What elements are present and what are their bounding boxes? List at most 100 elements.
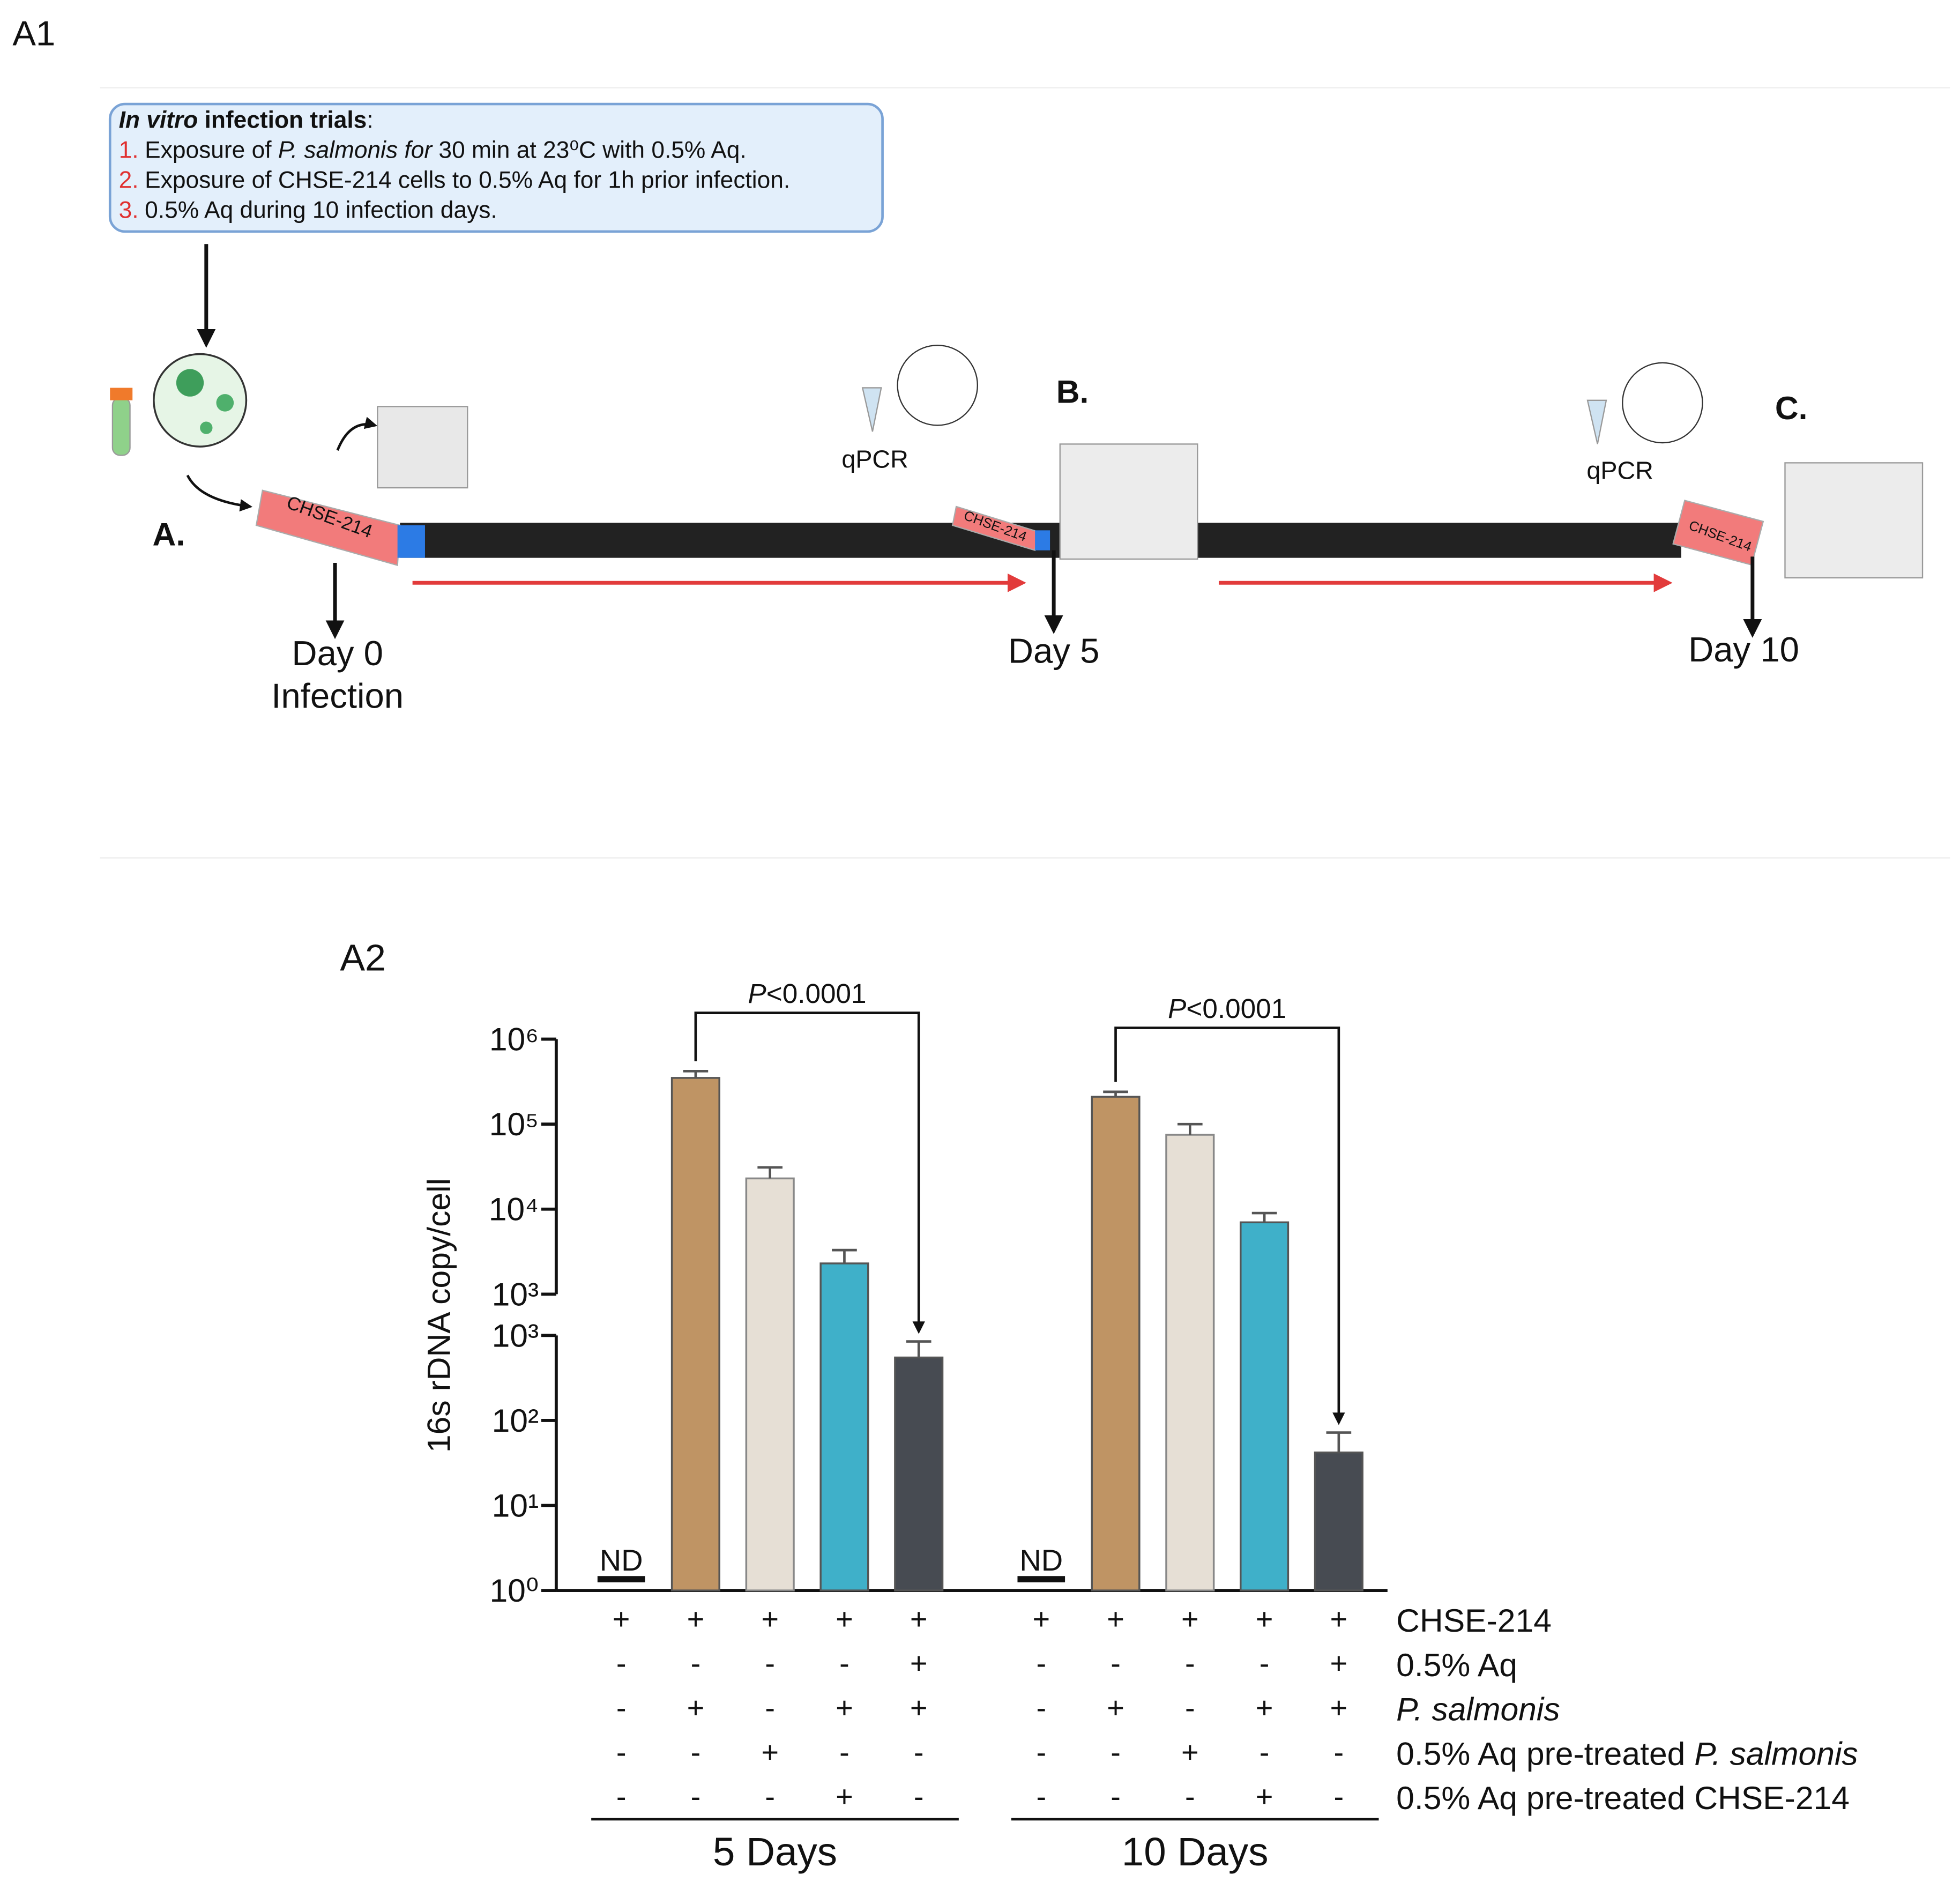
annotation-text: <0.0001 [1186,993,1286,1024]
y-tick-label: 10⁶ [489,1021,539,1058]
treatment-sign: - [1036,1691,1046,1724]
treatment-label-part: 0.5% Aq [1396,1647,1517,1683]
treatment-sign: - [1111,1780,1121,1813]
day-label: Day 10 [1688,630,1799,669]
day-note: Infection [271,676,404,716]
assay-label: qPCR [1586,457,1653,485]
treatment-sign: - [616,1735,627,1769]
box-line: In vitro infection trials: [119,107,374,133]
significance-bracket [1114,1026,1345,1425]
bacteria [176,369,204,397]
treatment-label-part: 0.5% Aq pre-treated CHSE-214 [1396,1780,1850,1816]
treatment-sign: - [765,1691,775,1724]
treatment-sign: - [616,1646,627,1680]
treatment-sign: - [691,1735,701,1769]
stage-label: B. [1056,373,1089,410]
treatment-sign: + [1256,1780,1273,1813]
treatment-sign: - [765,1780,775,1813]
treatment-sign: + [910,1602,928,1635]
treatment-sign: + [1330,1691,1348,1724]
flask: CHSE-214 [255,489,425,567]
treatment-sign: + [687,1602,705,1635]
treatment-sign: - [1185,1691,1195,1724]
treatment-label: 0.5% Aq pre-treated CHSE-214 [1396,1780,1850,1816]
treatment-sign: - [1111,1735,1121,1769]
y-tick-label: 10⁴ [489,1191,539,1228]
treatment-sign: + [1256,1691,1273,1724]
annotation-text: <0.0001 [766,978,867,1009]
treatment-sign: + [613,1602,630,1635]
annotation: P<0.0001 [1168,993,1286,1024]
y-tick-label: 10³ [492,1276,539,1312]
flask [1672,500,1764,566]
treatment-sign: - [1111,1646,1121,1680]
pcr-tube [861,387,882,432]
bar [894,1356,944,1591]
dna-zoom [1622,362,1703,444]
treatment-sign: + [1330,1646,1348,1680]
assay-label: qPCR [841,445,908,473]
treatment-label: 0.5% Aq pre-treated P. salmonis [1396,1735,1858,1772]
value-label: ND [1019,1543,1063,1577]
treatment-sign: - [1260,1646,1270,1680]
info-box [108,102,884,233]
treatment-sign: - [839,1735,849,1769]
bar [670,1077,720,1591]
arrow [336,416,378,451]
box-line: 3. 0.5% Aq during 10 infection days. [119,197,497,223]
treatment-sign: + [1181,1602,1199,1635]
box-line: 2. Exposure of CHSE-214 cells to 0.5% Aq … [119,167,791,193]
y-tick-label: 10⁰ [489,1572,539,1609]
treatment-sign: - [765,1646,775,1680]
bar [1091,1096,1141,1591]
bar [745,1177,795,1591]
treatment-sign: - [1036,1735,1046,1769]
day-label: Day 0 [292,634,383,673]
treatment-label: CHSE-214 [1396,1602,1552,1639]
treatment-sign: - [691,1780,701,1813]
bar [1314,1451,1363,1591]
treatment-sign: + [1107,1602,1124,1635]
box-line: 1. Exposure of P. salmonis for 30 min at … [119,137,747,163]
treatment-sign: + [1032,1602,1050,1635]
treatment-sign: - [1036,1646,1046,1680]
treatment-sign: - [1334,1780,1344,1813]
incubator [1059,443,1198,560]
stage-label: A. [153,516,185,552]
treatment-sign: + [761,1602,779,1635]
y-tick-label: 10² [492,1402,539,1439]
treatment-sign: - [1185,1780,1195,1813]
treatment-label: 0.5% Aq [1396,1647,1517,1683]
treatment-sign: + [836,1780,853,1813]
pcr-tube [1586,399,1607,444]
treatment-sign: + [1256,1602,1273,1635]
treatment-label-part: P. salmonis [1396,1691,1560,1728]
y-tick-label: 10¹ [492,1487,539,1524]
treatment-sign: - [914,1735,924,1769]
significance-bracket [694,1011,925,1334]
treatment-label-part: P. salmonis [1694,1735,1858,1772]
treatment-sign: - [914,1780,924,1813]
treatment-label: P. salmonis [1396,1691,1560,1728]
treatment-sign: + [687,1691,705,1724]
bar [1240,1221,1290,1591]
treatment-label-part: CHSE-214 [1396,1602,1552,1639]
treatment-sign: + [910,1691,928,1724]
treatment-sign: - [839,1646,849,1680]
tube [111,397,131,456]
treatment-sign: + [836,1602,853,1635]
treatment-label-part: 0.5% Aq pre-treated [1396,1735,1694,1772]
treatment-sign: - [1185,1646,1195,1680]
stage-label: C. [1775,390,1808,426]
day-label: Day 5 [1008,631,1100,671]
panel-label: A1 [12,13,55,53]
bacteria [200,421,213,434]
treatment-sign: - [1334,1735,1344,1769]
group-label: 5 Days [713,1829,837,1874]
treatment-sign: + [761,1735,779,1769]
dna-zoom [897,345,979,426]
treatment-sign: + [1330,1602,1348,1635]
annotation-italic: P [1168,993,1186,1024]
treatment-sign: + [910,1646,928,1680]
